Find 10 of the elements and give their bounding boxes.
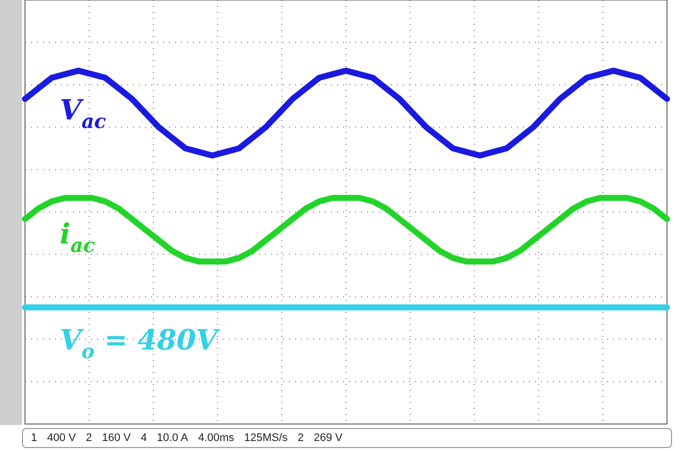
text: 125MS/s	[244, 432, 288, 444]
text: 2	[86, 432, 92, 444]
text: 10.0 A	[156, 432, 188, 444]
text: 400 V	[47, 432, 76, 444]
text: 269 V	[314, 432, 342, 444]
text: 1	[31, 432, 38, 444]
text: 4.00ms	[198, 432, 234, 444]
text: 160 V	[102, 432, 131, 444]
text: 2	[298, 432, 304, 444]
text: 4	[140, 432, 147, 444]
